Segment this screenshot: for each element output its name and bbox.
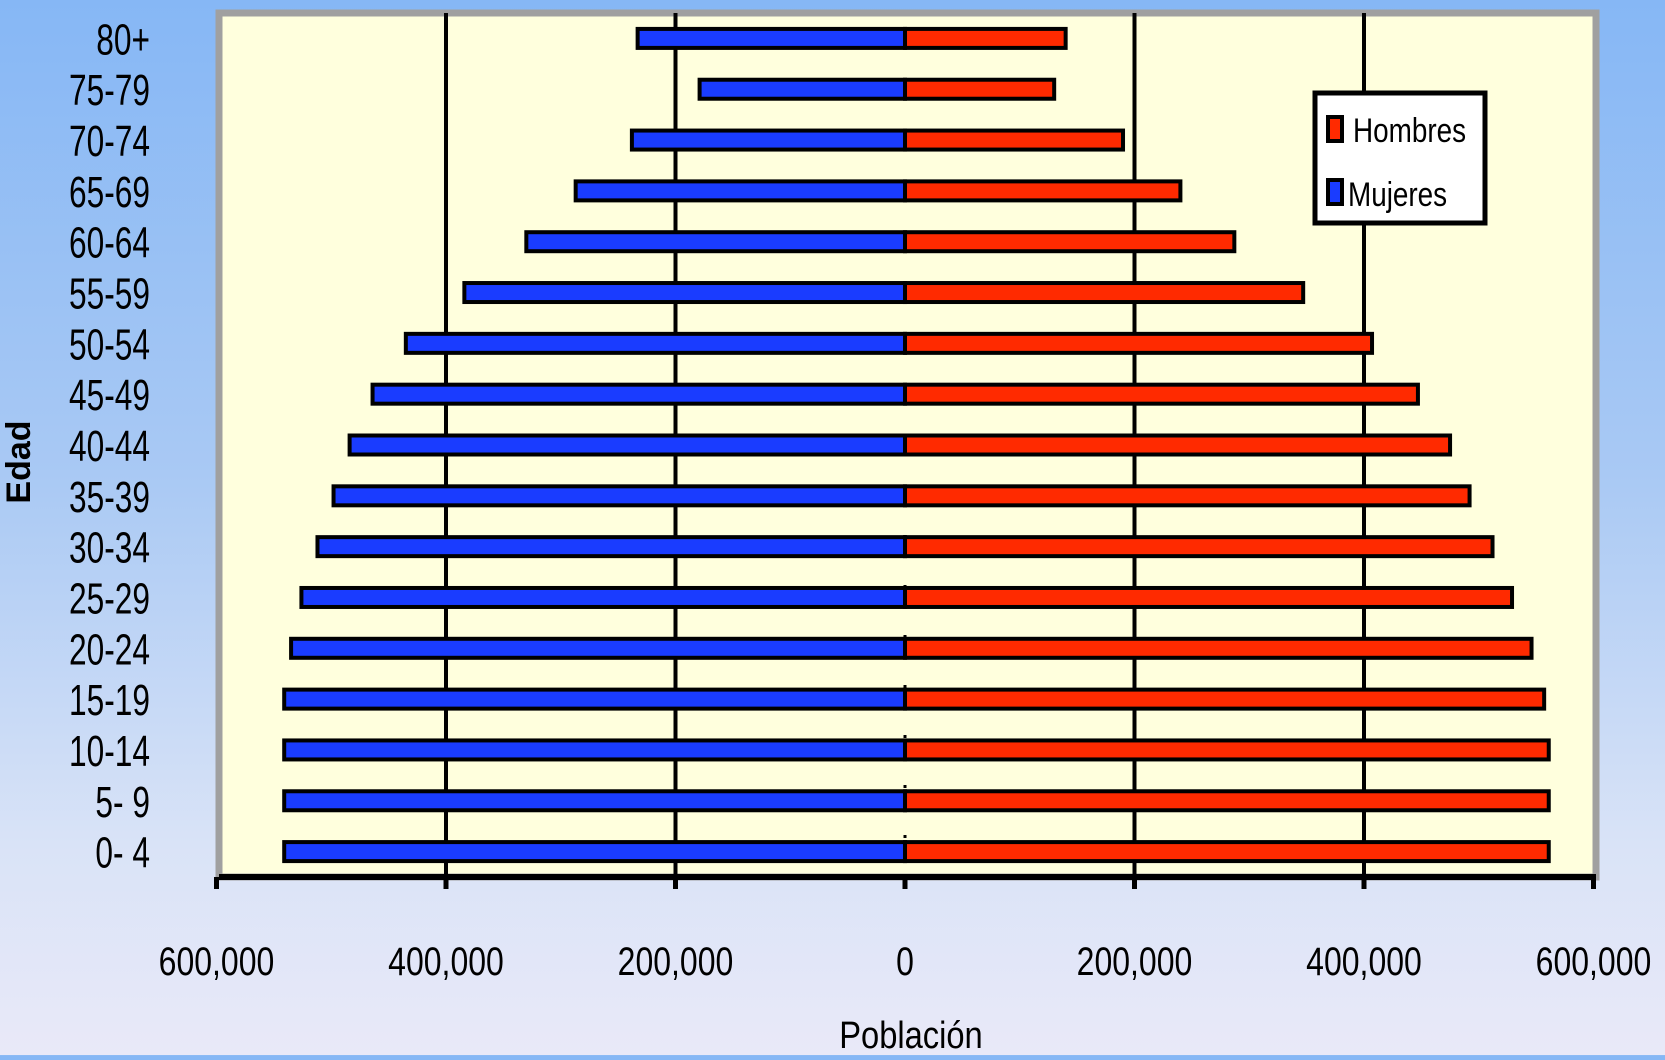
legend: Hombres Mujeres	[1312, 90, 1488, 226]
bar-hombres	[903, 636, 1534, 660]
bar-mujeres	[462, 281, 907, 305]
x-axis-label: Población	[839, 1014, 982, 1055]
legend-label-mujeres: Mujeres	[1348, 175, 1447, 213]
bar-hombres	[903, 433, 1453, 457]
bar-mujeres	[282, 687, 907, 711]
x-tick-label: 600,000	[1536, 939, 1652, 984]
x-tick-label: 0	[896, 939, 914, 984]
bar-hombres	[903, 77, 1057, 101]
y-tick-label: 35-39	[69, 473, 150, 522]
bar-hombres	[903, 687, 1547, 711]
y-tick-label: 70-74	[69, 117, 150, 166]
bar-mujeres	[697, 77, 907, 101]
bar-mujeres	[282, 789, 907, 813]
y-tick-label: 15-19	[69, 676, 150, 725]
y-tick-label: 30-34	[69, 524, 150, 573]
x-tick-label: 400,000	[1306, 939, 1422, 984]
x-tick-labels: 600,000 400,000 200,000 0 200,000 400,000 600,…	[159, 939, 1652, 984]
bar-hombres	[903, 281, 1306, 305]
x-tick-label: 600,000	[159, 939, 275, 984]
bar-mujeres	[331, 484, 908, 508]
legend-label-hombres: Hombres	[1353, 111, 1466, 149]
bar-mujeres	[370, 382, 907, 406]
legend-swatch-hombres	[1326, 115, 1344, 143]
y-tick-label: 25-29	[69, 574, 150, 623]
bar-mujeres	[524, 230, 907, 254]
bar-mujeres	[347, 433, 907, 457]
bar-hombres	[903, 840, 1551, 864]
x-tick-label: 400,000	[388, 939, 504, 984]
bar-hombres	[903, 585, 1515, 609]
x-tick-label: 200,000	[1077, 939, 1193, 984]
bar-mujeres	[299, 585, 908, 609]
bar-hombres	[903, 128, 1126, 152]
bar-mujeres	[573, 179, 907, 203]
y-tick-label: 50-54	[69, 320, 150, 369]
y-tick-label: 20-24	[69, 625, 150, 674]
y-tick-label: 60-64	[69, 219, 150, 268]
bar-hombres	[903, 789, 1551, 813]
bar-hombres	[903, 484, 1472, 508]
bar-hombres	[903, 738, 1551, 762]
y-tick-label: 40-44	[69, 422, 150, 471]
y-tick-labels: 80+75-7970-7465-6960-6455-5950-5445-4940…	[69, 15, 150, 878]
bar-mujeres	[315, 535, 908, 559]
bar-mujeres	[282, 840, 907, 864]
y-tick-label: 65-69	[69, 168, 150, 217]
bar-hombres	[903, 382, 1420, 406]
legend-swatch-mujeres	[1326, 178, 1344, 206]
bar-hombres	[903, 179, 1183, 203]
y-axis-label: Edad	[0, 420, 38, 503]
bar-hombres	[903, 331, 1375, 355]
y-tick-label: 45-49	[69, 371, 150, 420]
x-tick-label: 200,000	[618, 939, 734, 984]
y-tick-label: 0- 4	[95, 829, 150, 878]
bar-mujeres	[289, 636, 907, 660]
axes	[214, 13, 1596, 889]
y-tick-label: 5- 9	[95, 778, 150, 827]
bar-hombres	[903, 230, 1237, 254]
bars	[282, 26, 1551, 864]
bar-hombres	[903, 535, 1495, 559]
y-tick-label: 55-59	[69, 270, 150, 319]
bar-mujeres	[635, 26, 907, 50]
y-tick-label: 75-79	[69, 66, 150, 115]
bar-mujeres	[282, 738, 907, 762]
bar-mujeres	[403, 331, 907, 355]
bar-mujeres	[629, 128, 908, 152]
y-tick-label: 80+	[96, 15, 150, 64]
bar-hombres	[903, 26, 1068, 50]
y-tick-label: 10-14	[69, 727, 150, 776]
